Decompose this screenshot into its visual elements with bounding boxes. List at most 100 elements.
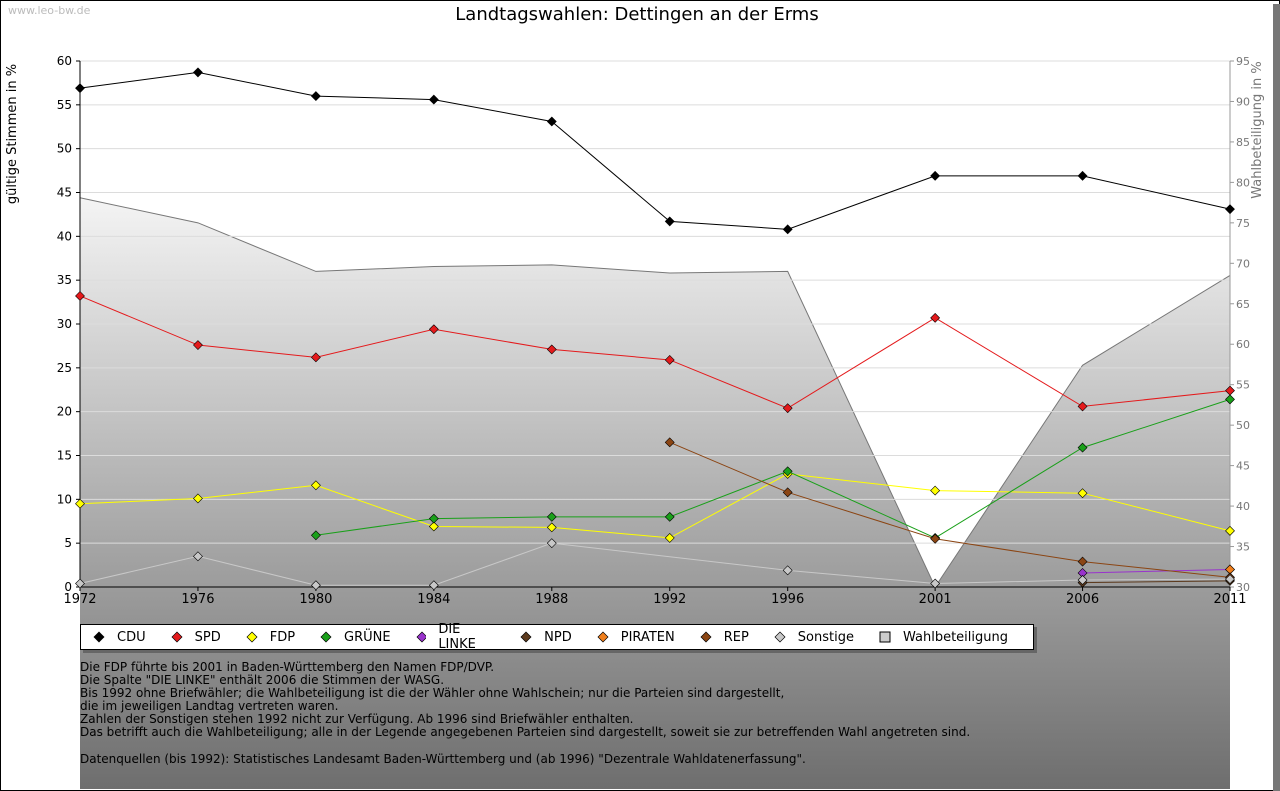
x-tick-label: 1984: [417, 592, 450, 607]
data-point-rep: [664, 437, 675, 448]
y2-tick-label: 60: [1236, 338, 1250, 351]
y-axis-label: gültige Stimmen in %: [5, 64, 20, 204]
series-line-npd: [1082, 580, 1231, 584]
data-point-gr-ne: [782, 466, 793, 477]
turnout-line: [79, 197, 1231, 589]
legend-item-wahlbeteiligung: Wahlbeteiligung: [879, 630, 1008, 645]
data-point-spd: [664, 355, 675, 365]
chart-title: Landtagswahlen: Dettingen an der Erms: [455, 4, 819, 25]
x-tick-label: 1972: [63, 592, 96, 607]
legend-marker-icon: [93, 631, 105, 643]
legend-item-npd: NPD: [520, 630, 572, 645]
y-tick-label: 20: [57, 405, 72, 419]
legend-square: [879, 631, 891, 643]
x-tick-label: 1976: [181, 592, 214, 607]
legend-marker-icon: [700, 631, 712, 643]
legend-label: NPD: [544, 629, 572, 645]
series-cdu: [75, 67, 1235, 235]
data-point-sonstige: [782, 565, 793, 576]
data-point-gr-ne: [546, 511, 557, 522]
legend-label: SPD: [194, 629, 221, 645]
data-point-cdu: [428, 94, 439, 105]
series-line-cdu: [79, 71, 1231, 230]
legend-diamond: [93, 631, 105, 643]
data-point-rep: [782, 487, 793, 498]
legend-item-spd: SPD: [171, 630, 221, 645]
series-line-gr-ne: [315, 398, 1231, 539]
y2-tick-label: 40: [1236, 500, 1250, 513]
y2-tick-label: 35: [1236, 541, 1250, 554]
data-point-sonstige: [1225, 574, 1235, 585]
note-line: Die Spalte "DIE LINKE" enthält 2006 die …: [80, 673, 445, 687]
data-point-sonstige: [310, 580, 321, 591]
legend-diamond: [774, 631, 786, 643]
legend-marker-icon: [171, 631, 183, 643]
data-source-note: Datenquellen (bis 1992): Statistisches L…: [80, 752, 806, 766]
data-point-gr-ne: [428, 513, 439, 524]
data-point-cdu: [664, 216, 675, 227]
legend-item-die-linke: DIE LINKE: [416, 622, 496, 652]
y2-tick-label: 70: [1236, 257, 1250, 270]
data-point-gr-ne: [664, 511, 675, 522]
legend-label: PIRATEN: [620, 629, 675, 645]
data-point-spd: [546, 344, 557, 355]
data-point-cdu: [782, 224, 793, 235]
legend-item-gr-ne: GRÜNE: [320, 630, 391, 645]
note-line: die im jeweiligen Landtag vertreten ware…: [80, 699, 339, 713]
note-line: Bis 1992 ohne Briefwähler; die Wahlbetei…: [80, 686, 785, 700]
legend-marker-icon: [520, 631, 532, 643]
legend-item-cdu: CDU: [93, 630, 146, 645]
series-sonstige: [75, 538, 1235, 591]
data-point-spd: [75, 291, 85, 301]
legend-item-piraten: PIRATEN: [597, 630, 675, 645]
notes: Die FDP führte bis 2001 in Baden-Württem…: [80, 661, 970, 739]
data-point-fdp: [546, 522, 557, 533]
legend: CDU SPD FDP GRÜNE DIE LINKE NPD PIRATEN REP Sons…: [80, 622, 1034, 652]
legend-diamond: [700, 631, 712, 643]
legend-label: FDP: [269, 629, 296, 645]
data-point-sonstige: [546, 538, 557, 549]
x-tick-label: 2001: [919, 592, 952, 607]
legend-diamond: [597, 631, 609, 643]
x-tick-label: 1988: [535, 592, 568, 607]
frame-shadow: [1273, 4, 1280, 791]
data-point-fdp: [664, 532, 675, 543]
y-tick-label: 15: [57, 449, 72, 463]
y2-tick-label: 50: [1236, 419, 1250, 432]
y2-tick-label: 85: [1236, 136, 1250, 149]
legend-marker-icon: [879, 631, 891, 643]
legend-diamond: [171, 631, 183, 643]
y-tick-label: 35: [57, 273, 72, 287]
y2-tick-label: 30: [1236, 581, 1250, 594]
data-point-cdu: [75, 83, 85, 94]
legend-marker-icon: [597, 631, 609, 643]
data-point-fdp: [310, 480, 321, 491]
y-tick-label: 25: [57, 361, 72, 375]
data-point-fdp: [1225, 525, 1235, 536]
data-point-fdp: [1077, 488, 1088, 499]
data-point-cdu: [1077, 170, 1088, 181]
y-tick-label: 40: [57, 229, 72, 243]
legend-marker-icon: [774, 631, 786, 643]
data-point-fdp: [930, 485, 941, 496]
y-tick-label: 30: [57, 317, 72, 331]
data-point-rep: [1077, 556, 1088, 567]
legend-diamond: [246, 631, 258, 643]
data-point-fdp: [193, 493, 203, 504]
legend-marker-icon: [416, 631, 427, 643]
legend-item-fdp: FDP: [246, 630, 295, 645]
legend-marker-icon: [320, 631, 332, 643]
y2-tick-label: 65: [1236, 298, 1250, 311]
y2-tick-label: 75: [1236, 217, 1250, 230]
series-line-spd: [79, 295, 1231, 409]
y2-tick-label: 80: [1236, 176, 1250, 189]
legend-label: GRÜNE: [344, 629, 391, 645]
y2-tick-label: 55: [1236, 379, 1250, 392]
x-tick-label: 1980: [299, 592, 332, 607]
x-tick-label: 2011: [1213, 592, 1246, 607]
note-line: Die FDP führte bis 2001 in Baden-Württem…: [80, 660, 495, 674]
data-point-sonstige: [1077, 575, 1088, 585]
y-tick-label: 45: [57, 186, 72, 200]
series-rep: [664, 437, 1235, 583]
series-spd: [75, 291, 1235, 414]
